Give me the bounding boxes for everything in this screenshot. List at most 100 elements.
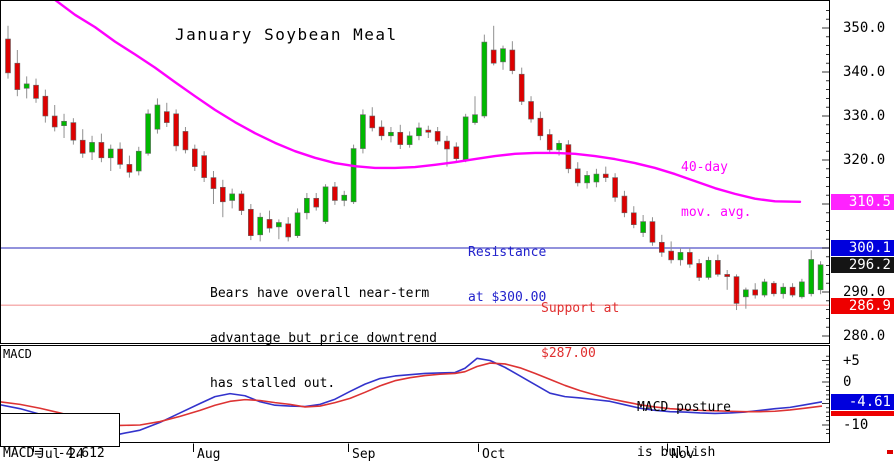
macd-legend-line1: MACD= -4.612: [3, 446, 105, 461]
latest-bar-arrow-icon: [877, 447, 895, 459]
candle-up: [23, 83, 30, 89]
candle-down: [126, 164, 133, 173]
candle-up: [761, 281, 768, 296]
candle-down: [5, 38, 11, 74]
candle-up: [481, 41, 488, 117]
candle-up: [593, 173, 600, 183]
resistance-annotation: Resistance at $300.00: [468, 215, 546, 335]
candle-up: [799, 281, 805, 298]
candle-down: [117, 148, 123, 165]
candle-up: [388, 131, 394, 137]
candle-up: [705, 260, 712, 278]
candle-up: [61, 120, 67, 126]
candle-down: [658, 241, 665, 253]
month-label: Oct: [482, 447, 506, 462]
macd-panel-label: MACD: [3, 347, 32, 361]
month-label: Jul 24: [37, 447, 84, 462]
ma-label-line2: mov. avg.: [681, 205, 752, 220]
candle-up: [817, 264, 824, 291]
candle-up: [276, 222, 282, 228]
candle-up: [360, 114, 366, 149]
candle-down: [771, 282, 777, 295]
candle-up: [406, 135, 413, 145]
candle-down: [173, 113, 179, 147]
candle-up: [229, 193, 235, 201]
macd-posture-line1: MACD posture: [637, 400, 731, 415]
candle-down: [42, 95, 49, 117]
candle-down: [425, 129, 432, 133]
candle-down: [313, 197, 320, 208]
candle-up: [416, 127, 422, 137]
price-panel-border: [0, 0, 830, 344]
commentary-line1: Bears have overall near-term: [210, 286, 430, 301]
candle-up: [500, 48, 506, 63]
candle-down: [649, 221, 656, 243]
candle-down: [285, 223, 292, 238]
ma40-line: [54, 1, 802, 204]
candle-up: [257, 216, 263, 236]
resistance-annotation-line2: at $300.00: [468, 290, 547, 305]
macd-line: [1, 357, 823, 435]
candle-down: [574, 168, 581, 184]
support-annotation-line2: $287.00: [541, 346, 596, 361]
candle-down: [490, 49, 497, 64]
candle-down: [518, 73, 525, 102]
price-axis-badge: 296.2: [831, 256, 894, 273]
ma-label: 40-day mov. avg.: [681, 130, 751, 250]
price-axis-label: 290.0: [843, 284, 886, 300]
candle-up: [154, 104, 161, 130]
candle-down: [210, 177, 217, 189]
candle-down: [687, 252, 693, 265]
candle-up: [135, 150, 142, 172]
candle-up: [322, 186, 329, 222]
price-axis-badge: 286.9: [831, 297, 894, 314]
candle-down: [98, 142, 105, 159]
candle-up: [677, 252, 684, 261]
macd-posture-line2: is bullish: [637, 445, 716, 460]
candle-down: [51, 115, 58, 128]
price-axis-label: 350.0: [843, 20, 886, 36]
candle-down: [266, 219, 273, 229]
candle-down: [220, 186, 226, 203]
candle-down: [621, 195, 628, 214]
candle-up: [294, 212, 301, 236]
candle-up: [472, 114, 478, 123]
candle-down: [509, 49, 516, 71]
candle-down: [630, 212, 637, 225]
candle-down: [528, 101, 534, 120]
candle-up: [743, 289, 749, 298]
candle-up: [89, 142, 95, 153]
support-annotation: Support at $287.00: [541, 271, 619, 391]
price-axis-label: 320.0: [843, 152, 886, 168]
candle-up: [462, 116, 469, 161]
candle-down: [434, 131, 441, 142]
candle-down: [163, 111, 170, 123]
candle-down: [14, 62, 21, 90]
candle-up: [107, 148, 114, 159]
chart-title: January Soybean Meal: [175, 25, 398, 44]
candle-down: [369, 115, 376, 129]
candle-up: [341, 194, 348, 201]
candle-up: [584, 175, 590, 184]
candle-down: [724, 274, 730, 277]
candle-down: [453, 146, 460, 159]
ma-label-line1: 40-day: [681, 160, 728, 175]
candle-down: [79, 139, 86, 154]
macd-value-badge: -4.61: [831, 393, 894, 410]
candle-up: [556, 142, 562, 151]
macd-axis-label: 0: [843, 374, 852, 390]
month-label: Aug: [197, 447, 221, 462]
candle-down: [612, 177, 618, 198]
commentary-line3: has stalled out.: [210, 376, 336, 391]
candle-down: [33, 84, 39, 99]
candle-down: [733, 276, 740, 304]
candle-up: [304, 197, 310, 214]
macd-panel-border: [0, 345, 830, 443]
candle-down: [668, 250, 674, 261]
macda-value-strip: [831, 410, 894, 416]
candle-down: [378, 126, 385, 137]
price-axis-label: 340.0: [843, 64, 886, 80]
macd-posture-annotation: MACD posture is bullish: [637, 370, 731, 464]
